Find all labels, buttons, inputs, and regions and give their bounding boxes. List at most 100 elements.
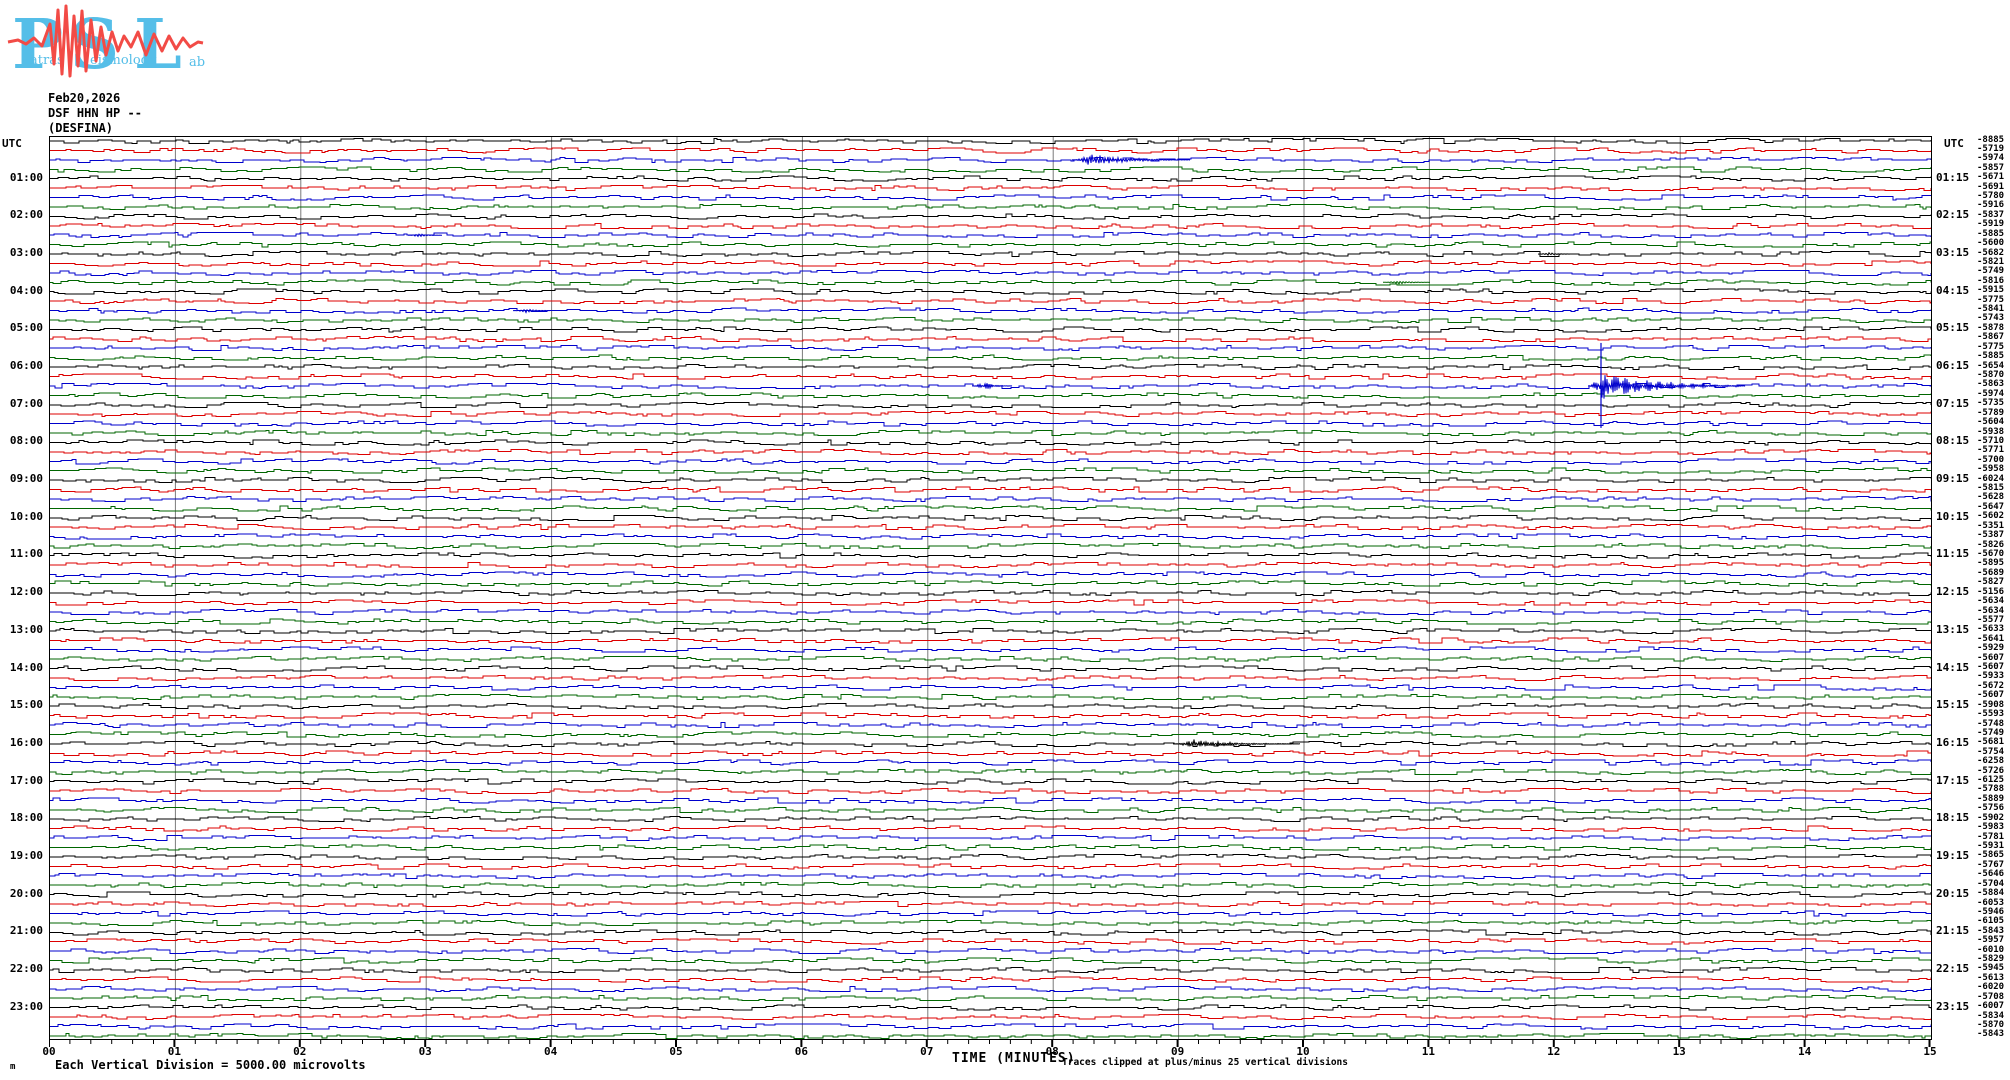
bias-value: -6105 bbox=[1977, 916, 2005, 927]
bias-value: -5672 bbox=[1977, 680, 2005, 691]
bias-value: -6258 bbox=[1977, 756, 2005, 767]
bias-value: -5885 bbox=[1977, 228, 2005, 239]
bias-value: -5884 bbox=[1977, 888, 2005, 899]
bias-value: -5600 bbox=[1977, 238, 2005, 249]
bias-value: -6024 bbox=[1977, 473, 2005, 484]
logo-word-atras: atras bbox=[30, 53, 64, 68]
logo-word-ab: ab bbox=[189, 55, 205, 70]
hour-label-left: 02:00 bbox=[9, 208, 43, 222]
bias-value: -5604 bbox=[1977, 417, 2005, 428]
header-date: Feb20,2026 bbox=[48, 91, 121, 105]
bias-value: -5726 bbox=[1977, 765, 2005, 776]
bias-value: -5748 bbox=[1977, 718, 2005, 729]
x-tick-label: 05 bbox=[669, 1045, 683, 1058]
hour-label-right: 05:15 bbox=[1936, 321, 1970, 335]
bias-value: -5889 bbox=[1977, 793, 2005, 804]
hour-label-left: 11:00 bbox=[9, 547, 43, 561]
bias-value: -5633 bbox=[1977, 624, 2005, 635]
hour-label-right: 14:15 bbox=[1936, 660, 1970, 674]
hour-label-left: 16:00 bbox=[9, 735, 43, 749]
bias-value: -5834 bbox=[1977, 1010, 2005, 1021]
hour-label-left: 07:00 bbox=[9, 396, 43, 410]
bias-value: -5754 bbox=[1977, 746, 2005, 757]
helicorder-plot bbox=[49, 136, 1932, 1040]
bias-value: -5775 bbox=[1977, 294, 2005, 305]
hour-label-right: 01:15 bbox=[1936, 170, 1970, 184]
bias-value: -5387 bbox=[1977, 530, 2005, 541]
hour-label-left: 03:00 bbox=[9, 246, 43, 260]
hour-label-left: 21:00 bbox=[9, 924, 43, 938]
bias-value: -5681 bbox=[1977, 737, 2005, 748]
bias-value: -5919 bbox=[1977, 219, 2005, 230]
hour-label-right: 20:15 bbox=[1936, 886, 1970, 900]
x-tick-label: 00 bbox=[42, 1045, 56, 1058]
x-tick-label: 07 bbox=[920, 1045, 934, 1058]
hour-label-left: 14:00 bbox=[9, 660, 43, 674]
hour-label-right: 15:15 bbox=[1936, 698, 1970, 712]
hour-label-right: 22:15 bbox=[1936, 961, 1970, 975]
bias-value: -5815 bbox=[1977, 483, 2005, 494]
bias-value: -5865 bbox=[1977, 850, 2005, 861]
bias-value: -5933 bbox=[1977, 671, 2005, 682]
bias-value: -5983 bbox=[1977, 822, 2005, 833]
bias-value: -5878 bbox=[1977, 322, 2005, 333]
hour-label-left: 09:00 bbox=[9, 472, 43, 486]
bias-value: -5957 bbox=[1977, 935, 2005, 946]
bias-value: -5885 bbox=[1977, 351, 2005, 362]
bias-value: -5931 bbox=[1977, 841, 2005, 851]
bias-value: -5929 bbox=[1977, 643, 2005, 654]
hour-labels-left: 01:00 02:00 03:00 04:00 05:00 06:00 07:00 08:00… bbox=[0, 136, 46, 1038]
bias-value: -5634 bbox=[1977, 596, 2005, 607]
bias-value: -5719 bbox=[1977, 143, 2005, 154]
bias-value: -5843 bbox=[1977, 925, 2005, 936]
hour-label-left: 19:00 bbox=[9, 848, 43, 862]
bias-value: -5958 bbox=[1977, 464, 2005, 475]
hour-label-right: 08:15 bbox=[1936, 434, 1970, 448]
x-axis-tick-labels: 00 01 02 03 04 05 06 07 08 09 10 11 12 13 14 15 bbox=[42, 1045, 1936, 1061]
hour-label-right: 18:15 bbox=[1936, 811, 1970, 825]
bias-value: -5895 bbox=[1977, 558, 2005, 569]
hour-label-right: 04:15 bbox=[1936, 283, 1970, 297]
hour-label-right: 17:15 bbox=[1936, 773, 1970, 787]
bias-value: -5945 bbox=[1977, 963, 2005, 974]
bias-value: -5821 bbox=[1977, 256, 2005, 267]
x-axis-title: TIME (MINUTES) bbox=[952, 1051, 1076, 1066]
bias-value: -5974 bbox=[1977, 388, 2005, 399]
bias-value: -5646 bbox=[1977, 869, 2005, 880]
hour-label-right: 21:15 bbox=[1936, 924, 1970, 938]
bias-value: -5788 bbox=[1977, 784, 2005, 795]
seismic-traces bbox=[50, 137, 1931, 1039]
x-tick-label: 12 bbox=[1547, 1045, 1561, 1058]
bias-value: -6125 bbox=[1977, 775, 2005, 786]
x-axis-ticks bbox=[49, 1039, 1931, 1047]
bias-value: -5843 bbox=[1977, 1029, 2005, 1040]
bias-value: -5708 bbox=[1977, 991, 2005, 1002]
x-tick-label: 08 bbox=[1045, 1045, 1059, 1058]
bias-value: -5602 bbox=[1977, 511, 2005, 522]
bias-value: -5671 bbox=[1977, 172, 2005, 183]
hour-label-right: 23:15 bbox=[1936, 999, 1970, 1013]
hour-label-right: 06:15 bbox=[1936, 359, 1970, 373]
bias-value: -5710 bbox=[1977, 435, 2005, 446]
hour-label-left: 06:00 bbox=[9, 359, 43, 373]
hour-label-left: 05:00 bbox=[9, 321, 43, 335]
bias-value: -5156 bbox=[1977, 586, 2005, 597]
scale-note: Each Vertical Division = 5000.00 microvo… bbox=[55, 1058, 366, 1072]
bias-value: -5775 bbox=[1977, 341, 2005, 352]
bias-value: -5351 bbox=[1977, 520, 2005, 531]
bias-value: -5607 bbox=[1977, 652, 2005, 663]
bias-value: -5841 bbox=[1977, 304, 2005, 315]
x-tick-label: 01 bbox=[167, 1045, 182, 1058]
hour-label-right: 11:15 bbox=[1936, 547, 1970, 561]
hour-label-left: 18:00 bbox=[9, 811, 43, 825]
hour-label-right: 19:15 bbox=[1936, 848, 1970, 862]
bias-value: -5857 bbox=[1977, 162, 2005, 173]
hour-label-left: 10:00 bbox=[9, 509, 43, 523]
bias-value: -5749 bbox=[1977, 727, 2005, 738]
x-tick-label: 09 bbox=[1170, 1045, 1185, 1058]
x-tick-label: 06 bbox=[794, 1045, 809, 1058]
bias-value: -5789 bbox=[1977, 407, 2005, 418]
bias-value: -5607 bbox=[1977, 662, 2005, 673]
x-tick-label: 02 bbox=[293, 1045, 307, 1058]
hour-label-left: 15:00 bbox=[9, 698, 43, 712]
